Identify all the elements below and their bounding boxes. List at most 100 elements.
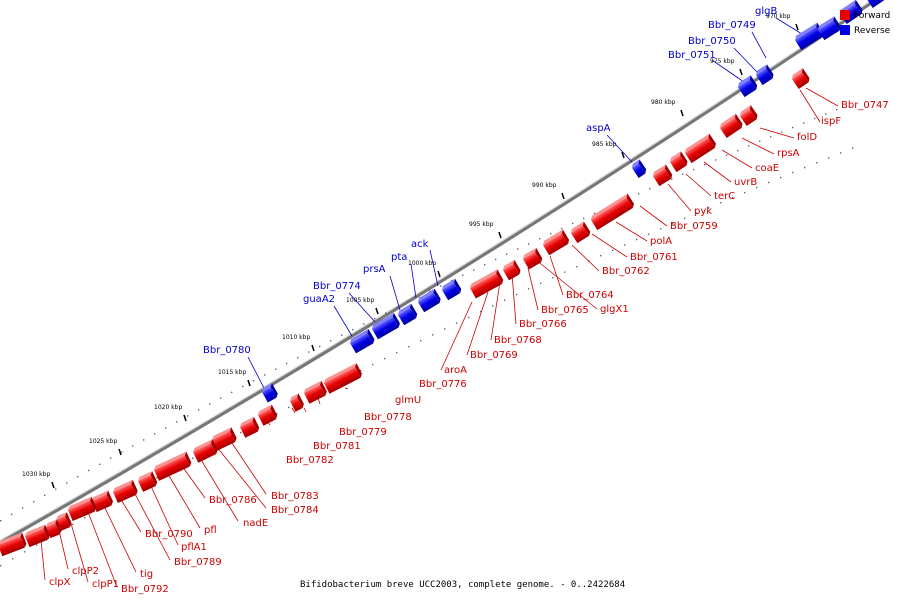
forward-gene-block[interactable]	[24, 524, 51, 548]
forward-gene-block[interactable]	[502, 259, 522, 281]
forward-gene-block[interactable]	[469, 269, 505, 299]
reverse-gene-block[interactable]	[816, 16, 842, 41]
forward-gene-label[interactable]: Bbr_0792	[121, 584, 169, 595]
track-dot	[814, 117, 816, 120]
forward-leader-line	[291, 407, 296, 414]
forward-gene-block[interactable]	[569, 221, 591, 244]
forward-gene-label[interactable]: pyk	[694, 206, 712, 217]
reverse-gene-block[interactable]	[371, 312, 402, 340]
reverse-gene-block[interactable]	[349, 328, 376, 354]
forward-gene-block[interactable]	[718, 113, 744, 138]
forward-gene-label[interactable]: uvrB	[734, 177, 757, 188]
forward-leader-line	[490, 281, 501, 341]
reverse-gene-label[interactable]: Bbr_0774	[313, 281, 361, 292]
forward-leader-line	[181, 465, 206, 499]
forward-gene-block[interactable]	[153, 451, 193, 481]
reverse-gene-block[interactable]	[396, 303, 418, 326]
forward-gene-block[interactable]	[192, 439, 219, 463]
forward-gene-label[interactable]: Bbr_0782	[286, 455, 334, 466]
forward-gene-label[interactable]: Bbr_0779	[339, 427, 387, 438]
forward-gene-label[interactable]: rpsA	[777, 148, 800, 159]
reverse-gene-label[interactable]: prsA	[363, 264, 386, 275]
forward-gene-label[interactable]: Bbr_0789	[174, 557, 222, 568]
track-dot	[440, 285, 442, 287]
forward-gene-label[interactable]: clpP1	[92, 579, 119, 590]
forward-gene-label[interactable]: Bbr_0759	[670, 221, 718, 232]
forward-gene-block[interactable]	[323, 363, 364, 394]
forward-leader-line	[303, 407, 307, 413]
forward-gene-block[interactable]	[289, 393, 306, 412]
forward-gene-label[interactable]: Bbr_0762	[602, 266, 650, 277]
forward-gene-label[interactable]: Bbr_0778	[364, 412, 412, 423]
forward-gene-block[interactable]	[137, 471, 159, 492]
forward-gene-block[interactable]	[668, 151, 689, 173]
forward-gene-label[interactable]: Bbr_0776	[419, 379, 467, 390]
forward-gene-label[interactable]: folD	[797, 132, 817, 143]
reverse-gene-block[interactable]	[261, 383, 280, 403]
forward-gene-block[interactable]	[211, 427, 238, 451]
forward-gene-label[interactable]: pflA1	[181, 542, 207, 553]
forward-gene-label[interactable]: Bbr_0769	[470, 350, 518, 361]
forward-gene-label[interactable]: Bbr_0768	[494, 335, 542, 346]
forward-gene-block[interactable]	[651, 164, 673, 187]
reverse-gene-block[interactable]	[630, 159, 648, 178]
reverse-gene-label[interactable]: Bbr_0780	[203, 345, 251, 356]
forward-gene-block[interactable]	[67, 496, 98, 522]
legend-forward-swatch	[840, 10, 850, 20]
track-dot	[418, 296, 420, 298]
forward-gene-block[interactable]	[522, 247, 544, 270]
forward-gene-block[interactable]	[239, 416, 261, 438]
forward-gene-block[interactable]	[541, 229, 570, 256]
reverse-gene-label[interactable]: Bbr_0750	[688, 36, 736, 47]
forward-gene-label[interactable]: terC	[714, 191, 735, 202]
forward-gene-block[interactable]	[45, 519, 63, 539]
forward-gene-label[interactable]: Bbr_0786	[209, 495, 257, 506]
forward-gene-block[interactable]	[0, 532, 28, 557]
reverse-gene-label[interactable]: guaA2	[303, 294, 335, 305]
track-dot	[456, 322, 458, 324]
track-dot	[768, 181, 770, 184]
forward-gene-label[interactable]: Bbr_0766	[519, 319, 567, 330]
forward-gene-label[interactable]: pfl	[204, 525, 217, 536]
forward-gene-label[interactable]: glgX1	[600, 304, 629, 315]
forward-gene-block[interactable]	[790, 68, 811, 89]
forward-gene-label[interactable]: Bbr_0790	[145, 529, 193, 540]
forward-gene-block[interactable]	[303, 380, 329, 404]
reverse-gene-block[interactable]	[440, 278, 462, 301]
forward-gene-label[interactable]: Bbr_0781	[313, 441, 361, 452]
forward-leader-line	[87, 511, 118, 588]
forward-gene-block[interactable]	[738, 105, 759, 126]
forward-gene-block[interactable]	[683, 133, 717, 164]
forward-gene-block[interactable]	[589, 193, 635, 231]
forward-gene-label[interactable]: clpX	[49, 577, 71, 588]
forward-gene-label[interactable]: clpP2	[72, 566, 99, 577]
reverse-gene-label[interactable]: ack	[411, 239, 429, 250]
forward-gene-label[interactable]: ispF	[821, 116, 841, 127]
forward-gene-block[interactable]	[112, 479, 139, 503]
reverse-gene-block[interactable]	[754, 64, 775, 86]
forward-gene-label[interactable]: polA	[650, 236, 672, 247]
forward-gene-block[interactable]	[257, 404, 279, 426]
forward-gene-label[interactable]: Bbr_0783	[271, 491, 319, 502]
forward-gene-label[interactable]: Bbr_0764	[566, 290, 614, 301]
reverse-gene-block[interactable]	[416, 288, 442, 313]
reverse-gene-label[interactable]: aspA	[586, 123, 611, 134]
forward-gene-label[interactable]: coaE	[755, 163, 779, 174]
forward-gene-label[interactable]: Bbr_0765	[541, 305, 589, 316]
forward-gene-label[interactable]: nadE	[243, 518, 268, 529]
forward-gene-label[interactable]: aroA	[444, 365, 467, 376]
forward-gene-block[interactable]	[91, 490, 114, 512]
reverse-gene-block[interactable]	[736, 75, 758, 98]
forward-gene-label[interactable]: Bbr_0761	[630, 252, 678, 263]
reverse-gene-label[interactable]: Bbr_0751	[668, 50, 716, 61]
reverse-gene-block[interactable]	[864, 0, 888, 8]
reverse-gene-label[interactable]: pta	[391, 252, 407, 263]
reverse-gene-label[interactable]: glgB	[755, 6, 777, 17]
reverse-gene-label[interactable]: Bbr_0749	[708, 20, 756, 31]
forward-gene-label[interactable]: glmU	[395, 395, 421, 406]
legend-reverse-swatch	[840, 25, 850, 35]
forward-gene-label[interactable]: Bbr_0747	[841, 100, 889, 111]
track-dot	[473, 269, 475, 271]
forward-gene-label[interactable]: Bbr_0784	[271, 505, 319, 516]
forward-gene-label[interactable]: tig	[140, 569, 153, 580]
